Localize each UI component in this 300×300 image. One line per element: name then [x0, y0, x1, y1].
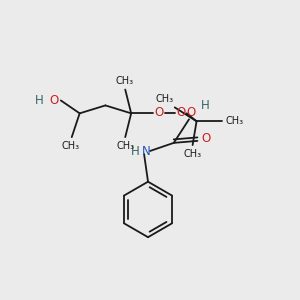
Text: H: H	[131, 146, 140, 158]
Text: N: N	[142, 146, 150, 158]
Text: O: O	[176, 106, 185, 119]
Text: CH₃: CH₃	[156, 94, 174, 104]
Text: CH₃: CH₃	[116, 141, 134, 151]
Text: O: O	[154, 106, 164, 119]
Text: O: O	[49, 94, 58, 107]
Text: O: O	[202, 132, 211, 146]
Text: CH₃: CH₃	[225, 116, 243, 126]
Text: CH₃: CH₃	[62, 141, 80, 151]
Text: H: H	[200, 99, 209, 112]
Text: O: O	[186, 106, 196, 119]
Text: H: H	[35, 94, 44, 107]
Text: CH₃: CH₃	[115, 76, 133, 85]
Text: CH₃: CH₃	[184, 149, 202, 159]
